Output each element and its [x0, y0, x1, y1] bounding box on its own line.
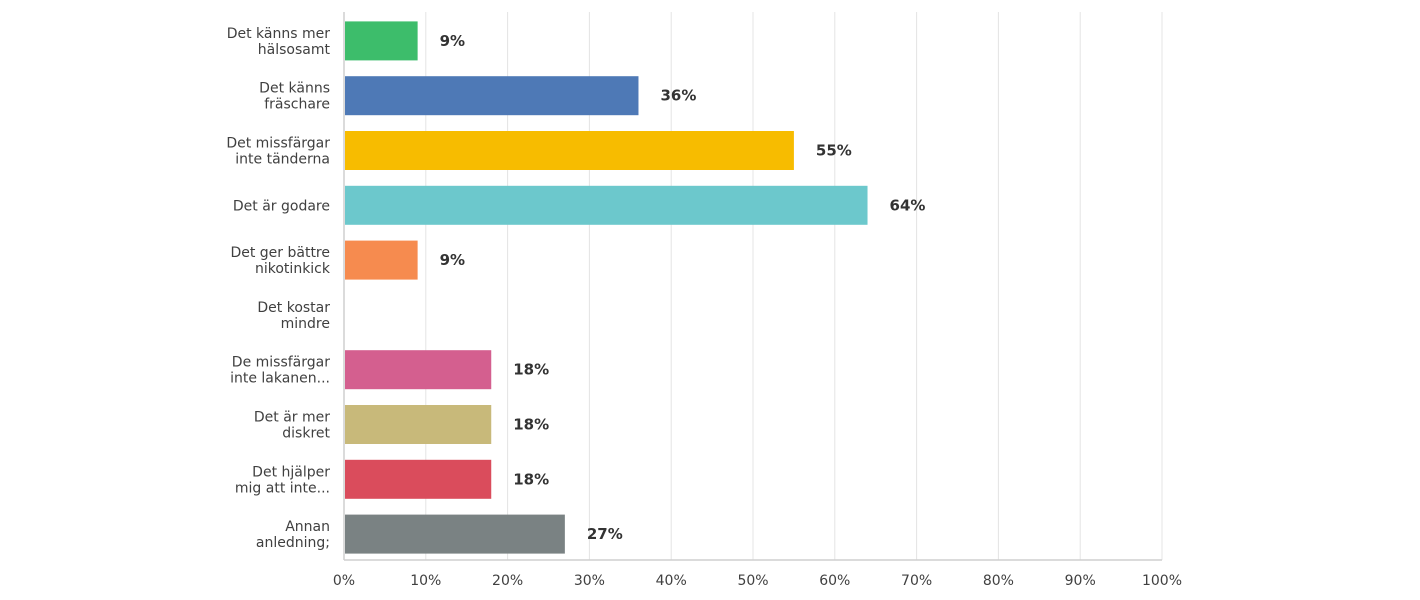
bar	[345, 240, 418, 280]
bar	[345, 21, 418, 61]
category-label: Det kostar mindre	[257, 300, 330, 332]
bar-value-label: 9%	[440, 32, 465, 50]
bar	[345, 405, 492, 444]
category-label: Det missfärgar inte tänderna	[226, 136, 330, 168]
x-tick-label: 40%	[656, 573, 687, 589]
bar-value-label: 18%	[513, 416, 549, 434]
category-label: Det ger bättre nikotinkick	[230, 245, 330, 277]
category-label: Det känns fräschare	[259, 81, 330, 113]
bar	[345, 350, 492, 390]
category-label: Annan anledning;	[256, 519, 330, 551]
bar	[345, 459, 492, 499]
bar	[345, 185, 868, 225]
bar-value-label: 36%	[660, 87, 696, 105]
category-label: De missfärgar inte lakanen...	[230, 355, 330, 387]
bar-value-label: 9%	[440, 251, 465, 269]
bar	[345, 514, 565, 554]
bars	[345, 21, 868, 554]
x-tick-label: 20%	[492, 573, 523, 589]
category-label: Det känns mer hälsosamt	[227, 26, 331, 58]
bar-value-label: 27%	[587, 525, 623, 543]
x-tick-label: 90%	[1065, 573, 1096, 589]
x-tick-label: 80%	[983, 573, 1014, 589]
x-tick-label: 60%	[819, 573, 850, 589]
x-tick-label: 10%	[410, 573, 441, 589]
category-labels: Det känns mer hälsosamt Det känns fräschare…	[226, 26, 331, 551]
category-label: Det är mer diskret	[254, 410, 331, 442]
category-label: Det hjälper mig att inte...	[235, 464, 330, 496]
x-tick-label: 50%	[737, 573, 768, 589]
value-labels: 9% 36% 55% 64% 9% 18% 18% 18% 27%	[440, 32, 926, 543]
x-tick-label: 30%	[574, 573, 605, 589]
x-tick-labels: 0% 10% 20% 30% 40% 50% 60% 70% 80% 90% 100%	[333, 573, 1182, 589]
x-tick-label: 70%	[901, 573, 932, 589]
bar	[345, 131, 794, 170]
bar-value-label: 55%	[816, 142, 852, 160]
bar-value-label: 18%	[513, 470, 549, 488]
bar-value-label: 18%	[513, 361, 549, 379]
bar	[345, 76, 639, 116]
category-label: Det är godare	[233, 198, 330, 214]
x-tick-label: 0%	[333, 573, 355, 589]
bar-value-label: 64%	[890, 196, 926, 214]
x-tick-label: 100%	[1142, 573, 1182, 589]
